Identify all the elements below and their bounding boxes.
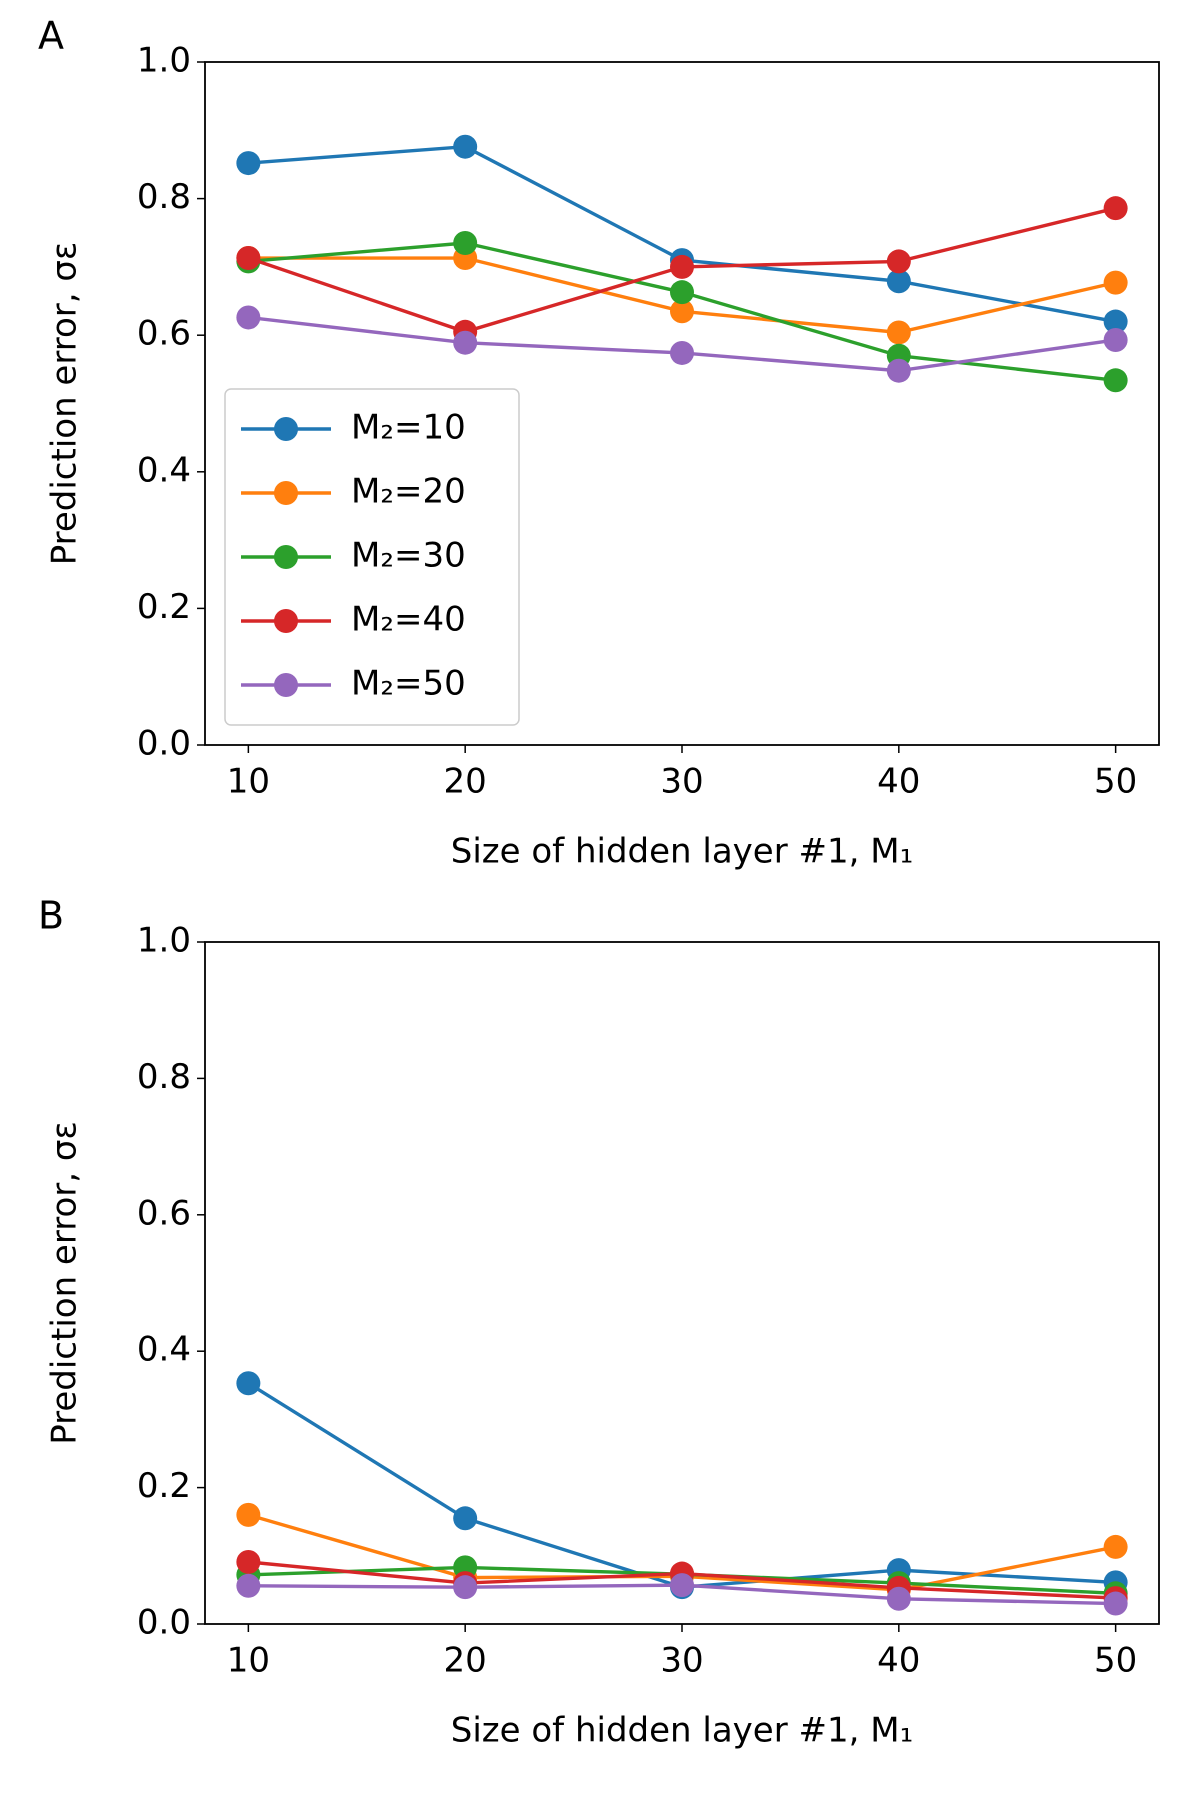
data-point: [453, 330, 478, 355]
y-axis-label: Prediction error, σε: [45, 1121, 85, 1445]
y-tick-label: 0.4: [137, 450, 191, 490]
data-point: [453, 134, 478, 159]
data-point: [236, 1549, 261, 1574]
legend: M₂=10 M₂=20 M₂=30 M₂=40 M₂=50: [224, 388, 520, 726]
data-point: [236, 1371, 261, 1396]
legend-label: M₂=40: [351, 600, 466, 640]
data-point: [1103, 1591, 1128, 1616]
data-point: [1103, 1534, 1128, 1559]
legend-marker: [274, 673, 298, 697]
plot-frame: [204, 941, 1160, 1625]
data-point: [670, 299, 694, 324]
y-tick-label: 0.6: [137, 314, 191, 354]
y-tick-label: 0.2: [137, 1466, 191, 1506]
data-point: [236, 305, 261, 330]
plot-frame: [204, 61, 1160, 746]
legend-marker: [274, 481, 298, 505]
y-tick-label: 0.0: [137, 724, 191, 764]
x-tick-label: 40: [877, 1641, 920, 1681]
y-tick-label: 0.6: [137, 1193, 191, 1233]
data-point: [1103, 196, 1128, 221]
y-tick-label: 1.0: [137, 921, 191, 961]
legend-frame: [224, 388, 520, 726]
data-point: [453, 230, 478, 255]
x-tick-label: 50: [1094, 762, 1137, 802]
y-tick-label: 0.8: [137, 177, 191, 217]
legend-label: M₂=30: [351, 536, 466, 576]
data-point: [670, 280, 694, 305]
data-point: [886, 320, 911, 345]
x-tick-label: 20: [444, 1641, 487, 1681]
subplot: B 0.0 0.2 0.4 0.6 0.8 1.0 10 20 30 40 50 Size of hid…: [38, 894, 1160, 1751]
legend-label: M₂=50: [351, 664, 466, 704]
x-tick-label: 30: [660, 1641, 703, 1681]
data-point: [236, 246, 261, 271]
panel-label: B: [38, 894, 64, 938]
data-point: [236, 1573, 261, 1598]
data-point: [886, 1586, 911, 1611]
y-tick-label: 0.4: [137, 1330, 191, 1370]
data-point: [886, 249, 911, 274]
data-point: [886, 358, 911, 383]
x-tick-label: 10: [227, 1641, 270, 1681]
legend-marker: [274, 545, 298, 569]
data-point: [236, 151, 261, 176]
x-axis-label: Size of hidden layer #1, M₁: [451, 832, 913, 872]
data-point: [1103, 368, 1128, 393]
legend-marker: [274, 417, 298, 441]
data-point: [1103, 327, 1128, 352]
series-line: [247, 1381, 1116, 1589]
data-point: [453, 1575, 478, 1600]
x-tick-label: 10: [227, 762, 270, 802]
legend-label: M₂=20: [351, 472, 466, 512]
subplot: A 0.0 0.2 0.4 0.6 0.8 1.0 10 20 30 40 50 Size of hid…: [38, 14, 1160, 872]
x-tick-label: 20: [444, 762, 487, 802]
data-point: [886, 269, 911, 294]
y-axis-label: Prediction error, σε: [45, 242, 85, 566]
data-point: [236, 1502, 261, 1527]
data-point: [670, 254, 694, 279]
legend-label: M₂=10: [351, 408, 466, 448]
data-point: [1103, 270, 1128, 295]
y-tick-label: 0.8: [137, 1057, 191, 1097]
x-tick-label: 30: [660, 762, 703, 802]
x-tick-label: 50: [1094, 1641, 1137, 1681]
data-point: [670, 1573, 694, 1598]
data-point: [670, 340, 694, 365]
y-tick-label: 0.0: [137, 1603, 191, 1643]
legend-marker: [274, 609, 298, 633]
data-point: [1103, 309, 1128, 334]
y-tick-label: 1.0: [137, 41, 191, 81]
x-tick-label: 40: [877, 762, 920, 802]
data-point: [453, 1506, 478, 1531]
y-tick-label: 0.2: [137, 587, 191, 627]
panel-label: A: [38, 14, 64, 58]
x-axis-label: Size of hidden layer #1, M₁: [451, 1711, 913, 1751]
